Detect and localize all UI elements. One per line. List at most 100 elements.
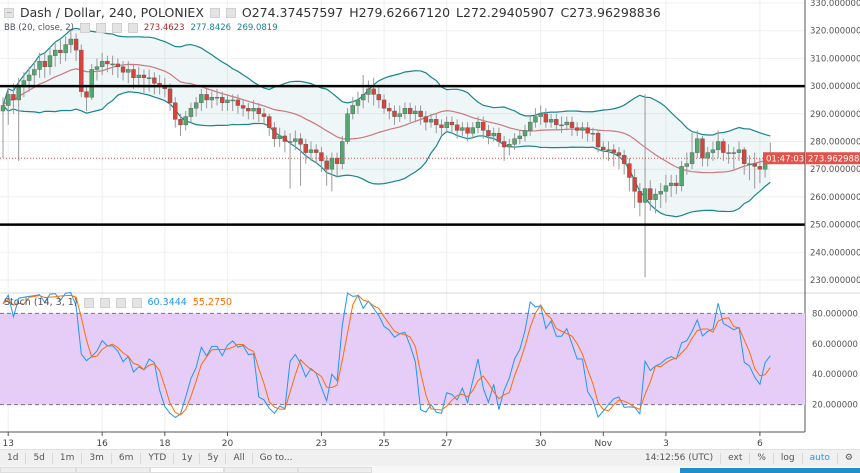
candle-body bbox=[606, 149, 611, 152]
eye-icon[interactable] bbox=[83, 297, 94, 308]
candle-body bbox=[371, 88, 376, 95]
time-tick-label: Nov bbox=[595, 439, 613, 449]
bb-lower-line bbox=[2, 91, 771, 218]
candle-body bbox=[616, 152, 622, 156]
percent-toggle[interactable]: % bbox=[750, 452, 774, 464]
candle-body bbox=[240, 105, 246, 109]
range-1y[interactable]: 1y bbox=[174, 452, 201, 464]
range-ytd[interactable]: YTD bbox=[141, 452, 175, 464]
eye-icon[interactable] bbox=[79, 23, 90, 33]
stoch-tick-label: 60.000000 bbox=[812, 340, 858, 350]
ext-toggle[interactable]: ext bbox=[721, 452, 751, 464]
candle-body bbox=[308, 149, 314, 153]
candle-body bbox=[220, 96, 225, 103]
tab[interactable] bbox=[224, 467, 298, 473]
time-tick-label: 25 bbox=[378, 439, 389, 449]
close-icon[interactable] bbox=[127, 23, 138, 33]
candle-body bbox=[126, 69, 131, 73]
candle-body bbox=[84, 91, 89, 98]
candle-body bbox=[345, 113, 350, 142]
goto-button[interactable]: Go to... bbox=[259, 452, 293, 463]
candle-body bbox=[528, 121, 533, 131]
candle-body bbox=[475, 121, 481, 128]
tab[interactable] bbox=[298, 467, 372, 473]
price-tick-label: 290.00000000 bbox=[810, 110, 860, 120]
clock[interactable]: 14:12:56 (UTC) bbox=[638, 452, 722, 464]
candle-body bbox=[684, 163, 690, 167]
auto-toggle[interactable]: auto bbox=[803, 452, 838, 464]
candle-body bbox=[559, 124, 564, 127]
candle-body bbox=[470, 127, 475, 134]
candle-body bbox=[595, 132, 601, 148]
candle-body bbox=[538, 113, 543, 117]
candle-body bbox=[747, 163, 752, 165]
time-tick-label: 6 bbox=[757, 439, 763, 449]
candle-body bbox=[360, 94, 366, 101]
gear-icon[interactable] bbox=[95, 23, 106, 33]
chart-canvas[interactable]: 330.00000000 320.00000000 310.00000000 300.… bbox=[0, 0, 860, 449]
gear-icon[interactable] bbox=[99, 297, 110, 308]
candle-body bbox=[590, 132, 596, 135]
range-6m[interactable]: 6m bbox=[112, 452, 142, 464]
candle-body bbox=[178, 119, 183, 126]
candle-body bbox=[115, 63, 121, 67]
symbol-title[interactable]: Dash / Dollar, 240, POLONIEX bbox=[20, 5, 204, 20]
candle-body bbox=[512, 138, 517, 145]
candle-body bbox=[73, 38, 79, 51]
candle-body bbox=[700, 138, 705, 159]
ohlc-low: L272.29405907 bbox=[456, 5, 555, 20]
bb-label[interactable]: BB (20, close, 2) bbox=[4, 23, 74, 33]
candle-body bbox=[575, 127, 580, 131]
plus-icon[interactable] bbox=[111, 23, 122, 33]
candle-body bbox=[637, 191, 643, 203]
candle-body bbox=[355, 99, 361, 106]
candle-body bbox=[601, 146, 606, 151]
candle-body bbox=[653, 193, 658, 200]
candle-body bbox=[131, 69, 136, 78]
log-toggle[interactable]: log bbox=[774, 452, 803, 464]
panel-button[interactable] bbox=[680, 468, 860, 473]
candle-body bbox=[376, 94, 382, 101]
candle-body bbox=[491, 132, 496, 137]
candle-body bbox=[53, 49, 58, 56]
bb-upper-line bbox=[2, 27, 771, 137]
candle-body bbox=[152, 77, 157, 84]
candle-body bbox=[314, 149, 319, 153]
candle-body bbox=[329, 157, 335, 170]
candle-body bbox=[434, 119, 439, 126]
range-1d[interactable]: 1d bbox=[0, 452, 27, 464]
price-tick-label: 300.00000000 bbox=[810, 82, 860, 92]
candle-body bbox=[58, 49, 63, 54]
plus-icon[interactable] bbox=[115, 297, 126, 308]
stoch-label[interactable]: Stoch (14, 3, 1) bbox=[4, 297, 78, 308]
candle-body bbox=[167, 88, 173, 103]
close-icon[interactable] bbox=[131, 297, 142, 308]
stoch-band-fill bbox=[0, 313, 805, 405]
tab[interactable] bbox=[76, 467, 150, 473]
tab[interactable] bbox=[150, 467, 224, 473]
candle-body bbox=[585, 127, 590, 134]
range-3m[interactable]: 3m bbox=[82, 452, 112, 464]
candle-body bbox=[564, 121, 569, 126]
tab[interactable] bbox=[0, 467, 76, 473]
time-tick-label: 18 bbox=[159, 439, 171, 449]
time-tick-label: 13 bbox=[2, 439, 13, 449]
candle-body bbox=[68, 38, 74, 45]
candle-body bbox=[16, 85, 21, 101]
candle-body bbox=[428, 119, 434, 123]
current-price-label: 273.96298836 bbox=[808, 155, 860, 165]
bb-upper-value: 277.8426 bbox=[190, 23, 232, 33]
time-tick-label: 27 bbox=[441, 439, 452, 449]
bottom-toolbar: 1d 5d 1m 3m 6m YTD 1y 5y All Go to... 14… bbox=[0, 449, 860, 466]
settings-gear-icon[interactable]: ⚙ bbox=[844, 452, 853, 463]
candle-body bbox=[679, 166, 684, 187]
eye-icon[interactable] bbox=[209, 7, 220, 18]
candle-body bbox=[235, 99, 241, 106]
gear-icon[interactable] bbox=[225, 7, 236, 18]
range-5y[interactable]: 5y bbox=[200, 452, 227, 464]
range-5d[interactable]: 5d bbox=[26, 452, 53, 464]
collapse-icon[interactable]: − bbox=[4, 7, 14, 18]
range-all[interactable]: All bbox=[226, 452, 253, 464]
candle-body bbox=[277, 135, 282, 139]
range-1m[interactable]: 1m bbox=[53, 452, 83, 464]
